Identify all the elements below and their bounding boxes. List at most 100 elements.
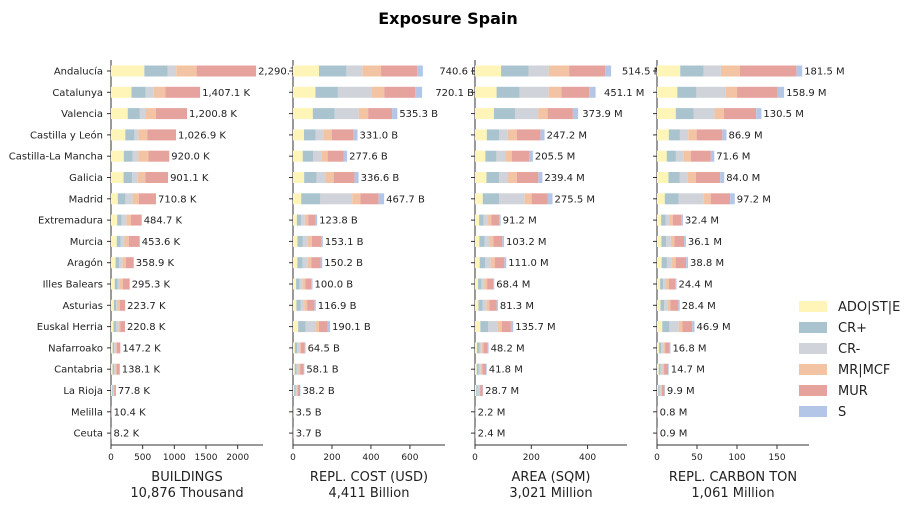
bar-segment-cr-	[127, 108, 140, 120]
bar-segment-cr-	[486, 129, 500, 141]
bar-segment-ado-st-e	[475, 235, 480, 247]
bar-segment-mur	[531, 193, 548, 205]
bar-total-label: 68.4 M	[496, 280, 530, 291]
bar-17	[293, 427, 294, 439]
bar-segment-s	[538, 172, 543, 183]
bar-segment-ado-st-e	[111, 108, 128, 120]
bar-segment-s	[321, 235, 323, 247]
bar-segment-cr-	[298, 321, 306, 333]
bar-segment-cr-	[693, 108, 715, 120]
bar-total-label: 1,407.1 K	[202, 88, 250, 99]
bar-segment-s	[730, 193, 735, 205]
bar-segment-mr-mcf	[714, 108, 724, 120]
bar-segment-s	[529, 150, 533, 162]
bar-total-label: 3.7 B	[296, 429, 322, 440]
bar-segment-mur	[307, 299, 315, 311]
x-tick-label: 500	[134, 453, 151, 463]
bar-12	[657, 321, 695, 333]
bar-segment-mr-mcf	[720, 65, 740, 77]
legend-swatch	[799, 406, 827, 417]
bar-total-label: 116.9 B	[318, 301, 357, 312]
bar-segment-s	[415, 86, 423, 98]
bar-segment-s	[710, 150, 715, 162]
bar-segment-ado-st-e	[111, 299, 114, 311]
bar-segment-ado-st-e	[475, 129, 487, 141]
bar-segment-ado-st-e	[111, 129, 126, 141]
bar-segment-cr-	[121, 214, 127, 226]
bar-segment-ado-st-e	[111, 363, 113, 375]
bar-total-label: 138.1 K	[122, 365, 161, 376]
bar-segment-mur	[368, 108, 393, 120]
bar-segment-cr-	[296, 363, 299, 375]
bar-total-label: 130.5 M	[763, 109, 803, 120]
bar-total-label: 16.8 M	[672, 343, 706, 354]
bar-segment-cr-	[114, 342, 116, 354]
bar-segment-mur	[333, 172, 355, 183]
bar-segment-ado-st-e	[293, 278, 297, 290]
bar-segment-ado-st-e	[293, 172, 305, 183]
bar-total-label: 153.1 B	[325, 237, 364, 248]
bar-4	[657, 150, 715, 162]
bar-segment-ado-st-e	[293, 363, 295, 375]
bar-segment-mr-mcf	[176, 65, 197, 77]
bar-total-label: 336.6 B	[361, 173, 400, 184]
bar-segment-cr-	[481, 278, 485, 290]
bar-segment-mr-mcf	[524, 193, 532, 205]
bar-segment-mur	[668, 278, 676, 290]
bar-segment-cr-	[678, 193, 704, 205]
bar-segment-mr-mcf	[119, 278, 123, 290]
bar-segment-mr-mcf	[703, 193, 711, 205]
bar-segment-ado-st-e	[475, 65, 502, 77]
bar-7	[475, 214, 501, 226]
bar-segment-mr-mcf	[548, 65, 570, 77]
bar-1	[657, 86, 785, 98]
bar-segment-cr-	[113, 299, 117, 311]
bar-segment-s	[487, 342, 489, 354]
bar-segment-ado-st-e	[111, 65, 145, 77]
bar-segment-mur	[516, 129, 541, 141]
bar-segment-cr-	[528, 65, 549, 77]
bar-segment-ado-st-e	[293, 299, 297, 311]
x-axis-title: AREA (SQM)	[511, 470, 590, 485]
bar-10	[293, 278, 313, 290]
bar-total-label: 8.2 K	[114, 429, 140, 440]
bar-7	[293, 214, 318, 226]
bar-13	[657, 342, 671, 354]
bar-segment-cr-	[665, 214, 670, 226]
bar-total-label: 453.6 K	[142, 237, 181, 248]
bar-segment-mur	[297, 385, 300, 396]
bar-segment-cr-	[305, 321, 316, 333]
bar-segment-mr-mcf	[117, 299, 120, 311]
bar-segment-s	[502, 235, 505, 247]
y-tick-label: Murcia	[70, 237, 103, 248]
bar-segment-mur	[723, 108, 757, 120]
bar-segment-cr-	[658, 363, 661, 375]
bar-segment-cr-	[660, 299, 665, 311]
bar-segment-mr-mcf	[671, 257, 676, 269]
bar-total-label: 71.6 M	[716, 152, 750, 163]
bar-segment-cr-	[131, 86, 146, 98]
bar-16	[111, 406, 112, 418]
bar-15	[293, 385, 301, 396]
bar-segment-mur	[305, 278, 312, 290]
bar-segment-mur	[138, 193, 157, 205]
bar-segment-ado-st-e	[657, 385, 659, 396]
bar-segment-cr-	[666, 235, 671, 247]
y-tick-label: Cantabria	[54, 365, 103, 376]
bar-12	[293, 321, 331, 333]
bar-segment-s	[796, 65, 803, 77]
bar-segment-mur	[482, 363, 487, 375]
bar-segment-cr-	[660, 278, 664, 290]
x-tick-label: 2000	[226, 453, 249, 463]
bar-total-label: 46.9 M	[697, 322, 731, 333]
bar-segment-cr-	[145, 86, 154, 98]
bar-9	[475, 257, 507, 269]
bar-segment-mur	[148, 150, 170, 162]
bar-segment-mr-mcf	[497, 321, 502, 333]
bar-segment-mr-mcf	[665, 278, 669, 290]
x-tick-label: 200	[323, 453, 340, 463]
bar-segment-ado-st-e	[657, 172, 669, 183]
bar-1	[293, 86, 423, 98]
x-tick-label: 200	[523, 453, 540, 463]
bar-segment-mur	[318, 321, 328, 333]
